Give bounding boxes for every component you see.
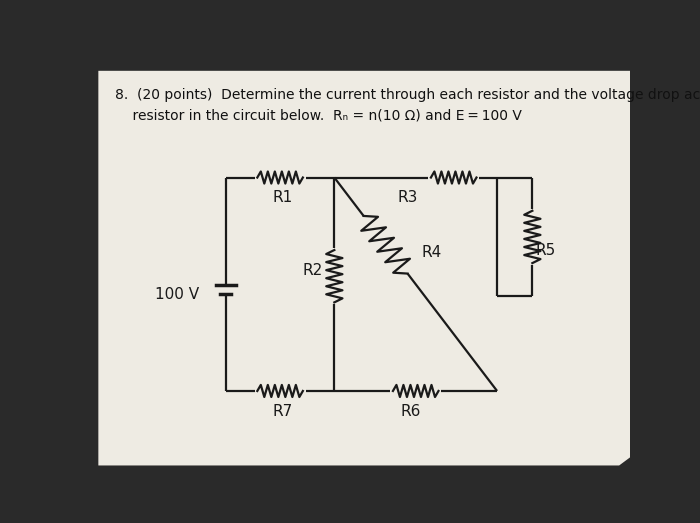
Text: R5: R5: [536, 243, 556, 257]
Text: R7: R7: [273, 404, 293, 418]
Text: R4: R4: [422, 245, 442, 259]
Text: R3: R3: [398, 190, 418, 205]
Text: 100 V: 100 V: [155, 287, 199, 302]
Text: R2: R2: [302, 263, 323, 278]
Text: R1: R1: [273, 190, 293, 205]
Text: R6: R6: [400, 404, 421, 418]
Text: resistor in the circuit below.  Rₙ = n(10 Ω) and E = 100 V: resistor in the circuit below. Rₙ = n(10…: [115, 108, 522, 122]
Polygon shape: [98, 71, 630, 465]
Text: 8.  (20 points)  Determine the current through each resistor and the voltage dro: 8. (20 points) Determine the current thr…: [115, 88, 700, 102]
